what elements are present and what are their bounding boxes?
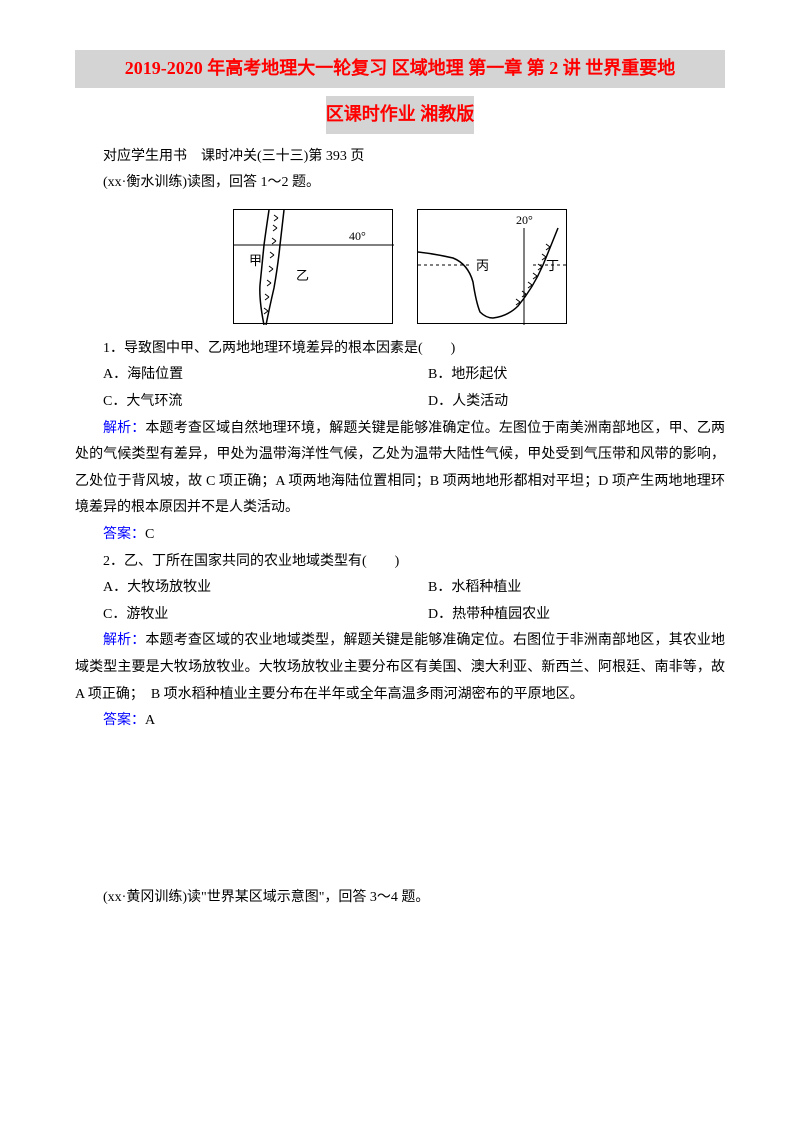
q1-option-a: A．海陆位置	[75, 362, 400, 389]
label-ding: 丁	[546, 258, 559, 273]
q2-option-a: A．大牧场放牧业	[75, 575, 400, 602]
q1-answer-label: 答案：	[103, 527, 145, 542]
q2-answer-label: 答案：	[103, 713, 145, 728]
q1-analysis-label: 解析：	[103, 421, 145, 436]
q2-option-b: B．水稻种植业	[400, 575, 725, 602]
q2-answer: 答案：A	[75, 708, 725, 735]
q1-answer-value: C	[145, 527, 154, 542]
spacer	[75, 735, 725, 885]
longitude-20-label: 20°	[516, 213, 533, 227]
label-yi: 乙	[296, 268, 309, 283]
q2-stem: 2．乙、丁所在国家共同的农业地域类型有( )	[75, 549, 725, 576]
q2-analysis-label: 解析：	[103, 633, 145, 648]
latitude-40-label: 40°	[349, 229, 366, 243]
document-title-line2: 区课时作业 湘教版	[326, 96, 475, 134]
reference-text: 对应学生用书 课时冲关(三十三)第 393 页	[75, 144, 725, 171]
q1-answer: 答案：C	[75, 522, 725, 549]
document-title-line1: 2019-2020 年高考地理大一轮复习 区域地理 第一章 第 2 讲 世界重要…	[75, 50, 725, 88]
q2-analysis: 解析：本题考查区域的农业地域类型，解题关键是能够准确定位。右图位于非洲南部地区，…	[75, 628, 725, 708]
q2-option-d: D．热带种植园农业	[400, 602, 725, 629]
q1-option-d: D．人类活动	[400, 389, 725, 416]
q1-stem: 1．导致图中甲、乙两地地理环境差异的根本因素是( )	[75, 336, 725, 363]
source-text: (xx·衡水训练)读图，回答 1～2 题。	[75, 170, 725, 197]
map-right: 20° 丙 丁	[417, 209, 567, 324]
map-diagram-container: 40° 甲 乙 20°	[75, 209, 725, 324]
q1-analysis: 解析：本题考查区域自然地理环境，解题关键是能够准确定位。左图位于南美洲南部地区，…	[75, 416, 725, 522]
next-source-text: (xx·黄冈训练)读"世界某区域示意图"，回答 3～4 题。	[75, 885, 725, 912]
q2-option-c: C．游牧业	[75, 602, 400, 629]
map-left: 40° 甲 乙	[233, 209, 393, 324]
q1-option-b: B．地形起伏	[400, 362, 725, 389]
q2-options: A．大牧场放牧业 B．水稻种植业 C．游牧业 D．热带种植园农业	[75, 575, 725, 628]
label-jia: 甲	[249, 253, 262, 268]
label-bing: 丙	[476, 258, 489, 273]
q2-answer-value: A	[145, 713, 155, 728]
q1-analysis-text: 本题考查区域自然地理环境，解题关键是能够准确定位。左图位于南美洲南部地区，甲、乙…	[75, 421, 725, 516]
q2-analysis-text: 本题考查区域的农业地域类型，解题关键是能够准确定位。右图位于非洲南部地区，其农业…	[75, 633, 725, 701]
q1-options: A．海陆位置 B．地形起伏 C．大气环流 D．人类活动	[75, 362, 725, 415]
subtitle-wrapper: 区课时作业 湘教版	[75, 96, 725, 134]
q1-option-c: C．大气环流	[75, 389, 400, 416]
